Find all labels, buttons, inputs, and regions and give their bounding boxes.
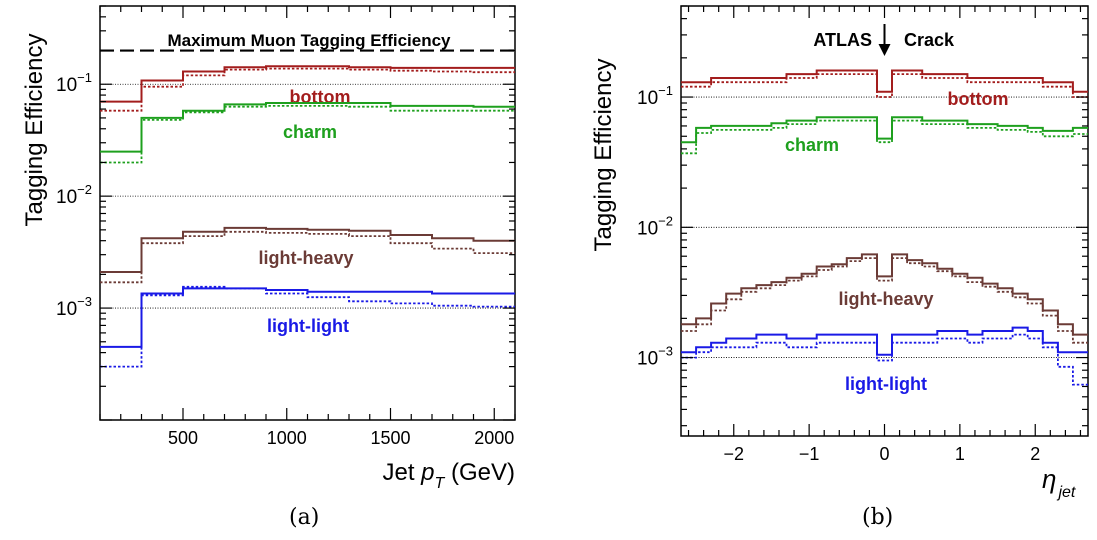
series-label-light-heavy: light-heavy — [258, 248, 353, 268]
series-charm-solid — [681, 116, 1088, 144]
series-bottom-solid — [681, 69, 1088, 93]
x-tick-label: 2 — [1030, 444, 1040, 464]
y-tick-label: 10−2 — [637, 213, 673, 239]
series-label-light-heavy: light-heavy — [838, 289, 933, 309]
x-axis-label: Jet pT (GeV) — [382, 459, 515, 492]
panel-a-caption: (a) — [289, 505, 320, 530]
y-axis-label: Tagging Efficiency — [21, 33, 48, 226]
series-light-heavy-dotted — [100, 230, 515, 284]
y-tick-label: 10−3 — [56, 294, 92, 320]
series-label-charm: charm — [283, 122, 337, 142]
x-tick-label: −1 — [799, 444, 820, 464]
series-light-light-solid — [100, 287, 515, 348]
x-tick-label: 1500 — [370, 428, 410, 448]
series-bottom-dotted — [100, 67, 515, 112]
atlas-label: ATLAS — [813, 30, 872, 50]
series-charm-dotted — [681, 119, 1088, 155]
crack-arrow-head — [878, 44, 891, 56]
x-tick-label: 2000 — [474, 428, 514, 448]
y-axis-label: Tagging Efficiency — [590, 58, 617, 251]
series-light-heavy-dotted — [681, 257, 1088, 344]
series-light-heavy-solid — [681, 253, 1088, 336]
series-label-bottom: bottom — [948, 89, 1009, 109]
y-tick-label: 10−1 — [56, 70, 92, 96]
x-tick-label: 0 — [879, 444, 889, 464]
x-tick-label: 500 — [168, 428, 198, 448]
series-label-light-light: light-light — [845, 374, 927, 394]
x-tick-label: 1 — [955, 444, 965, 464]
x-tick-label: −2 — [723, 444, 744, 464]
series-charm-solid — [100, 102, 515, 153]
plot-frame — [680, 5, 1089, 437]
y-tick-label: 10−1 — [637, 83, 673, 109]
y-tick-label: 10−2 — [56, 182, 92, 208]
series-light-heavy-solid — [100, 226, 515, 273]
x-axis-label: η jet — [1042, 464, 1076, 501]
y-tick-label: 10−3 — [637, 344, 673, 370]
reference-line-label: Maximum Muon Tagging Efficiency — [167, 31, 451, 50]
series-bottom-solid — [100, 65, 515, 103]
crack-label: Crack — [904, 30, 955, 50]
series-label-light-light: light-light — [267, 316, 349, 336]
panel-b-caption: (b) — [862, 505, 894, 530]
series-charm-dotted — [100, 105, 515, 164]
crack-arrow-icon — [878, 24, 891, 56]
series-label-charm: charm — [785, 135, 839, 155]
panel-b: bottom charm light-heavy light-light −2 −1 0 1… — [590, 5, 1089, 501]
x-tick-label: 1000 — [267, 428, 307, 448]
series-light-light-solid — [681, 326, 1088, 356]
